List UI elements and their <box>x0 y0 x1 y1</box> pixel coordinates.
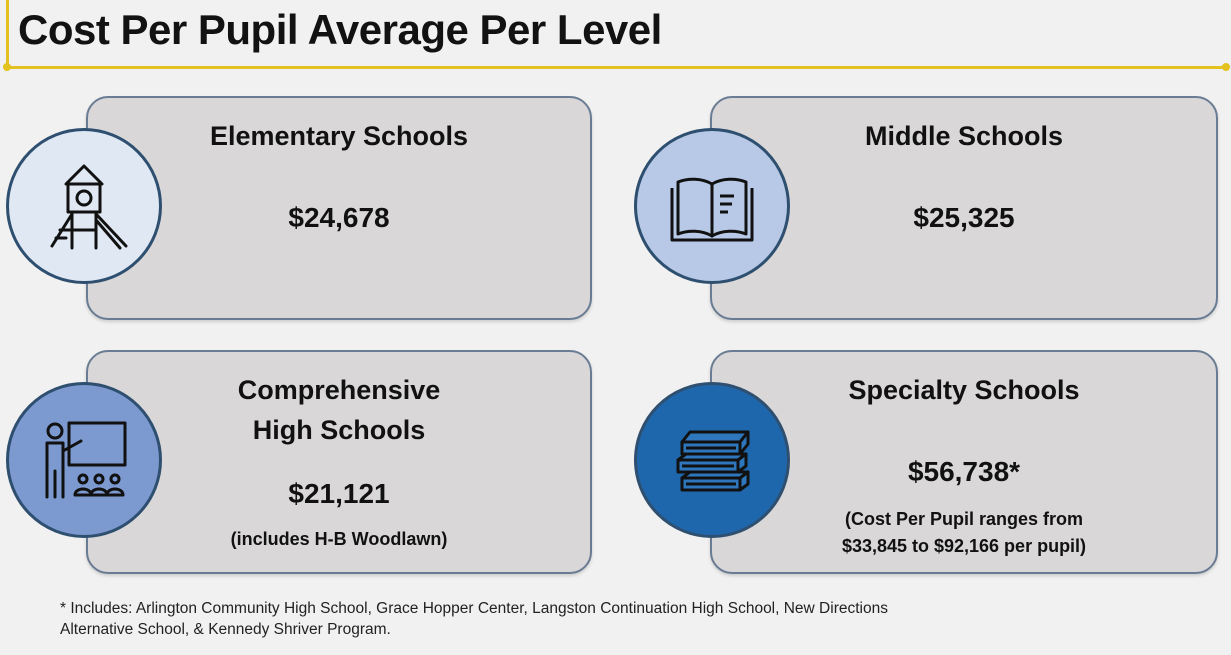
card-title: Specialty Schools <box>848 375 1080 405</box>
circle-high <box>6 382 162 538</box>
card-amount: $25,325 <box>913 202 1015 233</box>
card-title-line1: Comprehensive <box>237 375 441 405</box>
card-note-line1: (Cost Per Pupil ranges from <box>844 509 1084 529</box>
playground-slide-icon <box>50 164 128 250</box>
card-elementary-schools: Elementary Schools $24,678 <box>86 96 592 320</box>
card-note: (includes H-B Woodlawn) <box>230 529 448 549</box>
teacher-classroom-icon <box>45 421 127 499</box>
circle-specialty <box>634 382 790 538</box>
title-accent-vertical <box>6 0 9 68</box>
footnote-line1: * Includes: Arlington Community High Sch… <box>60 600 888 617</box>
card-amount: $24,678 <box>288 202 390 233</box>
card-specialty-schools: Specialty Schools $56,738* (Cost Per Pup… <box>710 350 1218 574</box>
card-title-line2: High Schools <box>252 415 426 445</box>
circle-elementary <box>6 128 162 284</box>
page-title: Cost Per Pupil Average Per Level <box>18 6 662 53</box>
card-amount: $21,121 <box>288 478 390 509</box>
card-middle-schools: Middle Schools $25,325 <box>710 96 1218 320</box>
card-title: Elementary Schools <box>209 121 469 151</box>
card-title: Middle Schools <box>864 121 1064 151</box>
card-note-line2: $33,845 to $92,166 per pupil) <box>841 536 1087 556</box>
title-accent-underline <box>3 63 1230 71</box>
card-comprehensive-high-schools: Comprehensive High Schools $21,121 (incl… <box>86 350 592 574</box>
footnote: * Includes: Arlington Community High Sch… <box>60 598 1180 640</box>
title-bar: Cost Per Pupil Average Per Level <box>0 0 1231 71</box>
circle-middle <box>634 128 790 284</box>
open-book-icon <box>670 177 754 242</box>
card-amount: $56,738* <box>907 456 1021 487</box>
book-stack-icon <box>676 430 750 492</box>
footnote-line2: Alternative School, & Kennedy Shriver Pr… <box>60 621 391 638</box>
